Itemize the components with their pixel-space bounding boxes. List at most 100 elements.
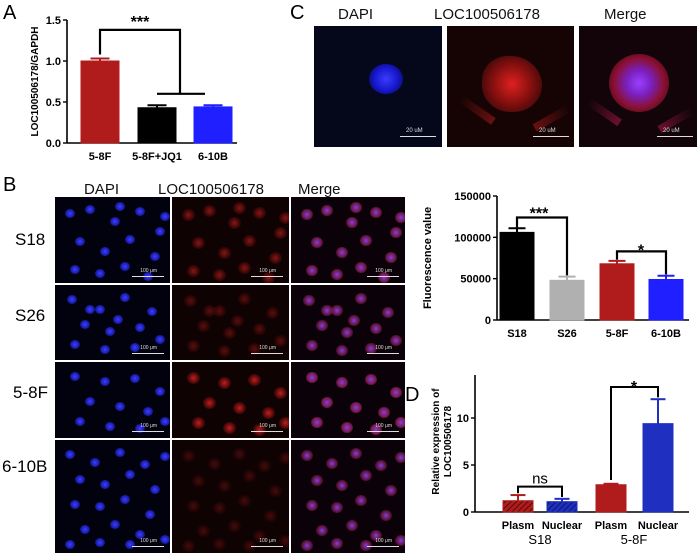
cell-spot: [212, 538, 226, 550]
chart-b: 0 50000 100000 150000 Fluorescence value S18 S…: [422, 191, 689, 340]
c-merge-scale: 20 uM: [663, 128, 680, 134]
cell-spot: [238, 262, 252, 274]
scale-bar-label: 100 μm: [140, 268, 157, 274]
cell-spot: [233, 402, 247, 414]
scale-bar-label: 100 μm: [140, 423, 157, 429]
cell-spot: [222, 422, 236, 434]
group-label: 5-8F: [621, 532, 648, 547]
cell-spot: [160, 452, 170, 461]
bar: [502, 500, 534, 513]
bar: [595, 484, 627, 513]
scale-bar-label: 100 μm: [259, 423, 276, 429]
cell-spot: [390, 335, 403, 346]
cell-spot: [278, 417, 289, 429]
cell-spot: [238, 293, 252, 305]
cell-spot: [212, 502, 226, 514]
panel-letter-d: D: [405, 384, 420, 406]
scale-bar: [251, 431, 283, 432]
bar: [546, 501, 578, 513]
cell-spot: [360, 470, 373, 481]
cell-spot: [115, 402, 125, 411]
cell-spot: [370, 207, 383, 218]
scale-bar: [251, 546, 283, 547]
cell-spot: [115, 202, 125, 211]
cell-spot: [184, 295, 198, 307]
cell-spot: [360, 540, 373, 551]
cell-spot: [305, 500, 318, 511]
cell-spot: [140, 460, 150, 469]
cell-spot: [378, 407, 391, 418]
cell-spot: [192, 475, 206, 487]
y-tick-label: 0.0: [46, 138, 61, 150]
cell-spot: [335, 377, 348, 388]
scale-bar-label: 100 μm: [259, 345, 276, 351]
cell-spot: [325, 458, 338, 469]
cell-spot: [340, 327, 353, 338]
cell-spot: [395, 535, 405, 546]
category-label: 6-10B: [651, 328, 681, 340]
y-tick-label: 1.5: [46, 15, 61, 27]
cell-spot: [95, 538, 105, 547]
cell-spot: [120, 262, 130, 271]
cell-spot: [65, 450, 75, 459]
cell-spot: [310, 417, 323, 428]
y-tick-label: 1.0: [46, 56, 61, 68]
cell-spot: [217, 247, 231, 259]
cell-spot: [248, 374, 262, 386]
bar: [599, 263, 635, 321]
b-label-dapi: DAPI: [84, 181, 120, 198]
scale-bar: [251, 353, 283, 354]
cell-spot: [385, 252, 398, 263]
scale-bar: [132, 276, 164, 277]
chart-d: 0 5 10 15 Relative expression ofLOC100506178…: [431, 375, 689, 547]
b-micrograph-tile: 100 μm: [291, 197, 405, 283]
scale-bar-label: 100 μm: [140, 538, 157, 544]
cell-spot: [192, 417, 206, 429]
y-axis-label: LOC100506178: [443, 405, 454, 477]
cell-spot: [75, 417, 85, 426]
y-tick-label: 50000: [460, 274, 491, 286]
cell-spot: [365, 343, 378, 354]
cell-spot: [248, 343, 262, 355]
cell-spot: [300, 209, 313, 220]
y-tick-label: 0: [485, 315, 491, 327]
cell-spot: [160, 212, 170, 221]
cell-spot: [75, 475, 85, 484]
c-label-loc: LOC100506178: [434, 6, 540, 23]
panel-letter-a: A: [3, 2, 17, 24]
cell-spot: [120, 293, 130, 302]
bar: [137, 107, 177, 144]
c-merge-image: 20 uM: [579, 26, 697, 147]
cell-spot: [135, 207, 145, 216]
cell-spot: [320, 205, 333, 216]
cell-spot: [378, 272, 391, 283]
cell-spot: [125, 235, 135, 244]
cell-spot: [231, 315, 244, 327]
cell-spot: [155, 335, 165, 344]
significance-label: ***: [530, 205, 549, 222]
cell-spot: [302, 295, 315, 306]
cell-spot: [305, 265, 318, 276]
cell-spot: [130, 374, 140, 383]
cell-spot: [382, 307, 395, 318]
cell-spot: [192, 237, 206, 249]
scale-bar-label: 100 μm: [375, 268, 392, 274]
cell-spot: [207, 458, 221, 470]
cell-spot: [100, 480, 110, 489]
scale-bar: [251, 276, 283, 277]
scale-bar: [132, 353, 164, 354]
bar: [642, 423, 674, 513]
cell-spot: [85, 397, 95, 406]
scale-bar: [367, 546, 399, 547]
cell-spot: [278, 212, 289, 224]
cell-spot: [330, 538, 343, 549]
cell-spot: [395, 417, 405, 428]
bar: [549, 279, 585, 321]
b-micrograph-tile: 100 μm: [55, 362, 170, 438]
cell-spot: [95, 305, 105, 314]
cell-spot: [330, 269, 343, 280]
significance-bracket: [615, 250, 668, 275]
cell-spot: [370, 530, 383, 541]
b-micrograph-tile: 100 μm: [291, 362, 405, 438]
category-label: 6-10B: [198, 151, 228, 163]
